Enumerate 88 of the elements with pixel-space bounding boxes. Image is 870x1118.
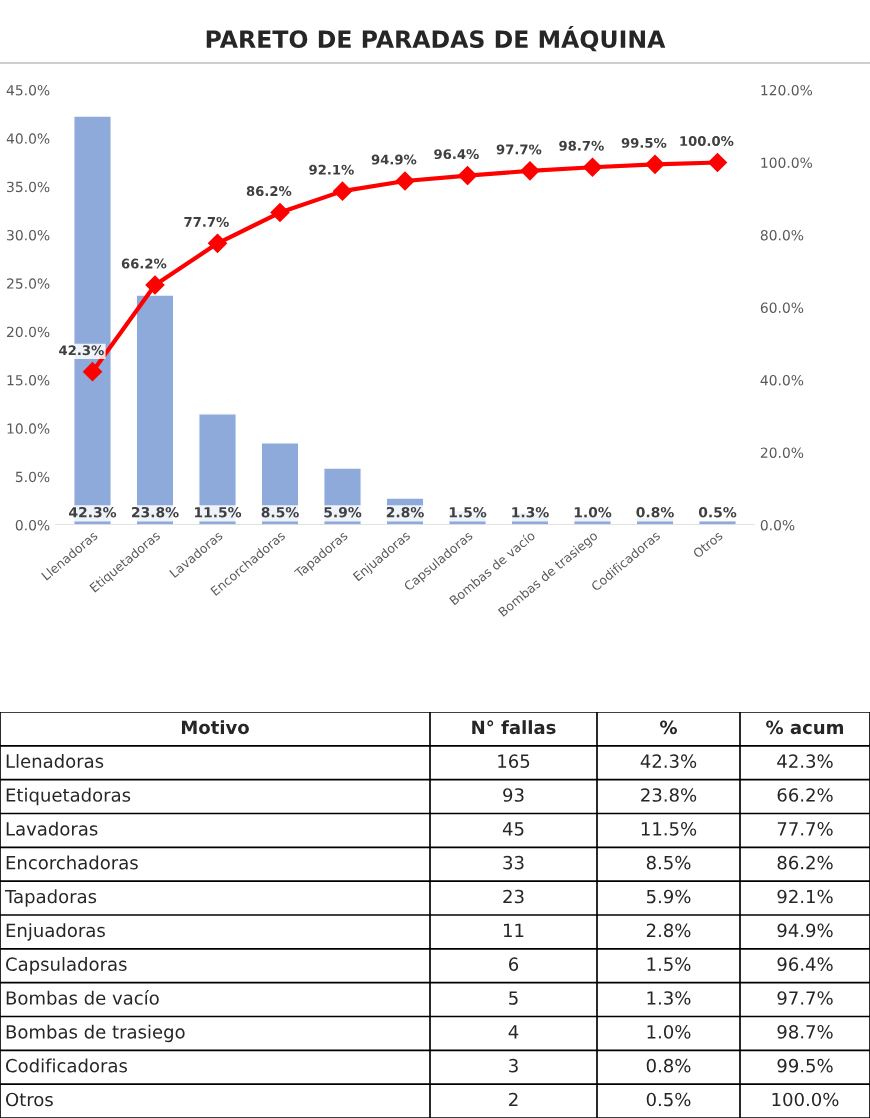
data-label: 42.3% [777, 754, 833, 768]
y-tick-label: 10.0% [7, 423, 50, 434]
data-label: 98.7% [777, 1025, 833, 1039]
y-tick-label: 45.0% [6, 84, 50, 96]
data-label: 0.5% [646, 1092, 691, 1107]
category-label: Llenadoras [6, 754, 104, 768]
category-label: Encorchadoras [6, 855, 138, 870]
data-label: 42.3% [59, 345, 104, 356]
data-label: 45 [502, 822, 524, 836]
data-label: 0.5% [698, 506, 737, 518]
data-label: 23 [503, 889, 524, 904]
data-label: 94.9% [371, 154, 417, 165]
y2-tick-label: 60.0% [760, 302, 804, 313]
category-label: Codificadoras [6, 1058, 128, 1073]
data-label: 97.7% [496, 144, 542, 155]
text: N° fallas [472, 720, 556, 735]
category-label: Capsuladoras [6, 957, 127, 975]
data-label: 86.2% [777, 855, 833, 870]
category-label: Enjuadoras [6, 923, 105, 941]
data-label: 5.9% [324, 506, 362, 518]
category-label: Tapadoras [4, 889, 97, 907]
category-label: Otros [6, 1092, 53, 1107]
data-label: 96.4% [434, 149, 479, 160]
y-tick-label: 25.0% [7, 278, 50, 289]
data-label: 5 [509, 991, 518, 1005]
y2-tick-label: 20.0% [760, 447, 804, 458]
data-label: 96.4% [777, 957, 833, 971]
data-label: 98.7% [559, 140, 604, 151]
data-label: 5.9% [646, 889, 691, 904]
category-label: Etiquetadoras [6, 787, 131, 806]
data-label: 1.0% [647, 1025, 691, 1039]
data-label: 99.5% [621, 137, 667, 148]
data-label: 11.5% [194, 506, 242, 518]
y-tick-label: 0.0% [15, 519, 50, 531]
data-label: 77.7% [777, 822, 833, 836]
category-label: Bombas de trasiego [6, 1024, 185, 1043]
data-label: 3 [509, 1058, 518, 1073]
data-label: 1.0% [574, 506, 612, 518]
data-label: 77.7% [184, 216, 229, 227]
data-label: 165 [498, 754, 530, 768]
data-label: 92.1% [777, 889, 833, 904]
data-label: 1.3% [512, 506, 549, 518]
data-label: 66.2% [777, 788, 833, 802]
y2-tick-label: 120.0% [761, 84, 813, 96]
data-label: 86.2% [246, 186, 292, 197]
y2-tick-label: 0.0% [760, 519, 795, 531]
data-label: 66.2% [121, 258, 167, 269]
data-label: 0.8% [646, 1058, 691, 1073]
data-label: 4 [508, 1025, 519, 1039]
y-tick-label: 5.0% [15, 471, 50, 483]
data-label: 23.8% [132, 506, 179, 518]
y2-tick-label: 80.0% [760, 229, 804, 241]
text: % [660, 720, 677, 735]
y-tick-label: 15.0% [7, 374, 50, 386]
data-label: 33 [503, 855, 524, 870]
text: Motivo [181, 720, 249, 735]
data-label: 2 [509, 1092, 518, 1107]
text: % acum [766, 720, 844, 735]
data-label: 42.3% [640, 754, 697, 768]
y-tick-label: 40.0% [6, 133, 50, 144]
y2-tick-label: 40.0% [760, 374, 804, 386]
data-label: 8.5% [646, 855, 691, 870]
chart-title: PARETO DE PARADAS DE MÁQUINA [206, 25, 666, 52]
y-tick-label: 35.0% [7, 181, 50, 193]
data-label: 2.8% [646, 923, 691, 938]
data-label: 11 [504, 923, 524, 937]
data-label: 42.3% [69, 506, 117, 518]
data-label: 94.9% [777, 923, 833, 938]
data-label: 1.5% [647, 957, 691, 971]
data-label: 11.5% [641, 822, 697, 836]
data-label: 1.5% [449, 506, 487, 518]
data-label: 92.1% [309, 164, 354, 175]
category-label: Lavadoras [6, 821, 98, 836]
data-label: 23.8% [641, 788, 697, 802]
data-label: 100.0% [680, 136, 734, 147]
data-label: 97.7% [777, 991, 833, 1005]
y-tick-label: 30.0% [7, 229, 50, 241]
data-label: 8.5% [261, 506, 299, 518]
data-label: 1.3% [647, 991, 691, 1005]
data-label: 0.8% [636, 506, 674, 518]
data-label: 6 [509, 957, 519, 971]
category-label: Bombas de vacío [6, 990, 159, 1005]
data-label: 100.0% [772, 1092, 839, 1107]
y-tick-label: 20.0% [7, 326, 50, 338]
data-label: 93 [503, 788, 524, 802]
data-label: 2.8% [386, 506, 424, 518]
data-label: 99.5% [777, 1058, 833, 1073]
y2-tick-label: 100.0% [761, 157, 813, 168]
